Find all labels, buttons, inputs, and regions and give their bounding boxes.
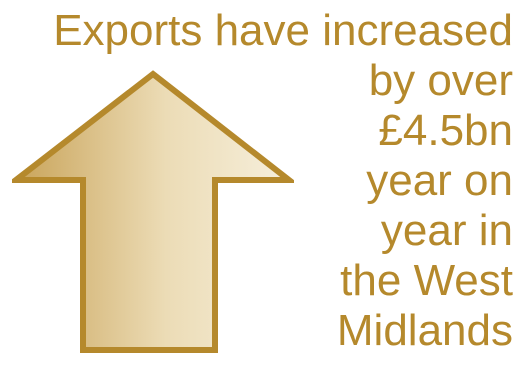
- up-arrow-icon: [12, 70, 294, 353]
- headline-line-4: year on: [366, 156, 513, 205]
- headline-line-7: Midlands: [336, 306, 513, 355]
- headline: Exports have increased by over £4.5bn ye…: [53, 6, 513, 356]
- headline-line-1: Exports have increased: [53, 6, 513, 55]
- headline-line-2: by over: [368, 56, 513, 105]
- headline-line-6: the West: [340, 256, 513, 305]
- up-arrow-shape: [12, 70, 294, 353]
- headline-line-3: £4.5bn: [378, 106, 513, 155]
- headline-line-5: year in: [380, 206, 513, 255]
